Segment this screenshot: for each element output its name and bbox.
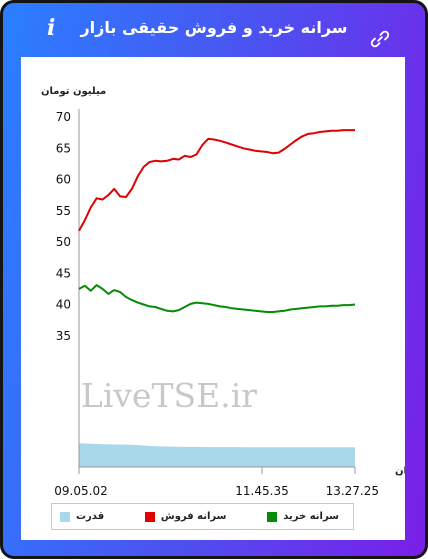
chart-legend: قدرت سرانه فروش سرانه خرید [51,503,354,530]
x-tick-label: 09.05.02 [54,484,107,498]
legend-label: قدرت [76,511,105,522]
legend-item-buy[interactable]: سرانه خرید [267,511,339,522]
chart-panel: میلیون تومان LiveTSE.ir 35 40 45 50 55 60 65 70… [21,57,405,540]
legend-item-power[interactable]: قدرت [60,511,104,522]
y-tick-label: 40 [56,298,71,312]
link-icon[interactable] [369,28,391,50]
series-line-sell[interactable] [78,129,355,232]
watermark: LiveTSE.ir [81,376,257,415]
y-tick-label: 70 [56,110,71,124]
page-title: سرانه خرید و فروش حقیقی بازار [80,18,348,37]
legend-item-sell[interactable]: سرانه فروش [144,511,227,522]
legend-swatch [144,511,155,522]
legend-label: سرانه فروش [160,511,227,522]
x-axis-label: زمان [395,466,405,477]
legend-swatch [267,511,278,522]
chart: میلیون تومان LiveTSE.ir 35 40 45 50 55 60 65 70… [41,86,405,498]
info-icon[interactable]: i [47,15,56,41]
y-tick-label: 35 [56,329,71,343]
header: i سرانه خرید و فروش حقیقی بازار [3,3,425,55]
y-tick-label: 50 [56,235,71,249]
x-tick-label: 11.45.35 [235,484,288,498]
legend-swatch [60,511,70,522]
series-line-buy[interactable] [78,284,356,313]
y-tick-label: 55 [56,204,71,218]
y-tick-label: 60 [56,173,71,187]
y-axis-unit-label: میلیون تومان [41,86,106,97]
y-tick-label: 65 [56,141,71,155]
legend-label: سرانه خرید [283,511,339,522]
x-tick-label: 13.27.25 [326,484,379,498]
series-area-power[interactable] [79,443,355,467]
y-tick-label: 45 [56,266,71,280]
